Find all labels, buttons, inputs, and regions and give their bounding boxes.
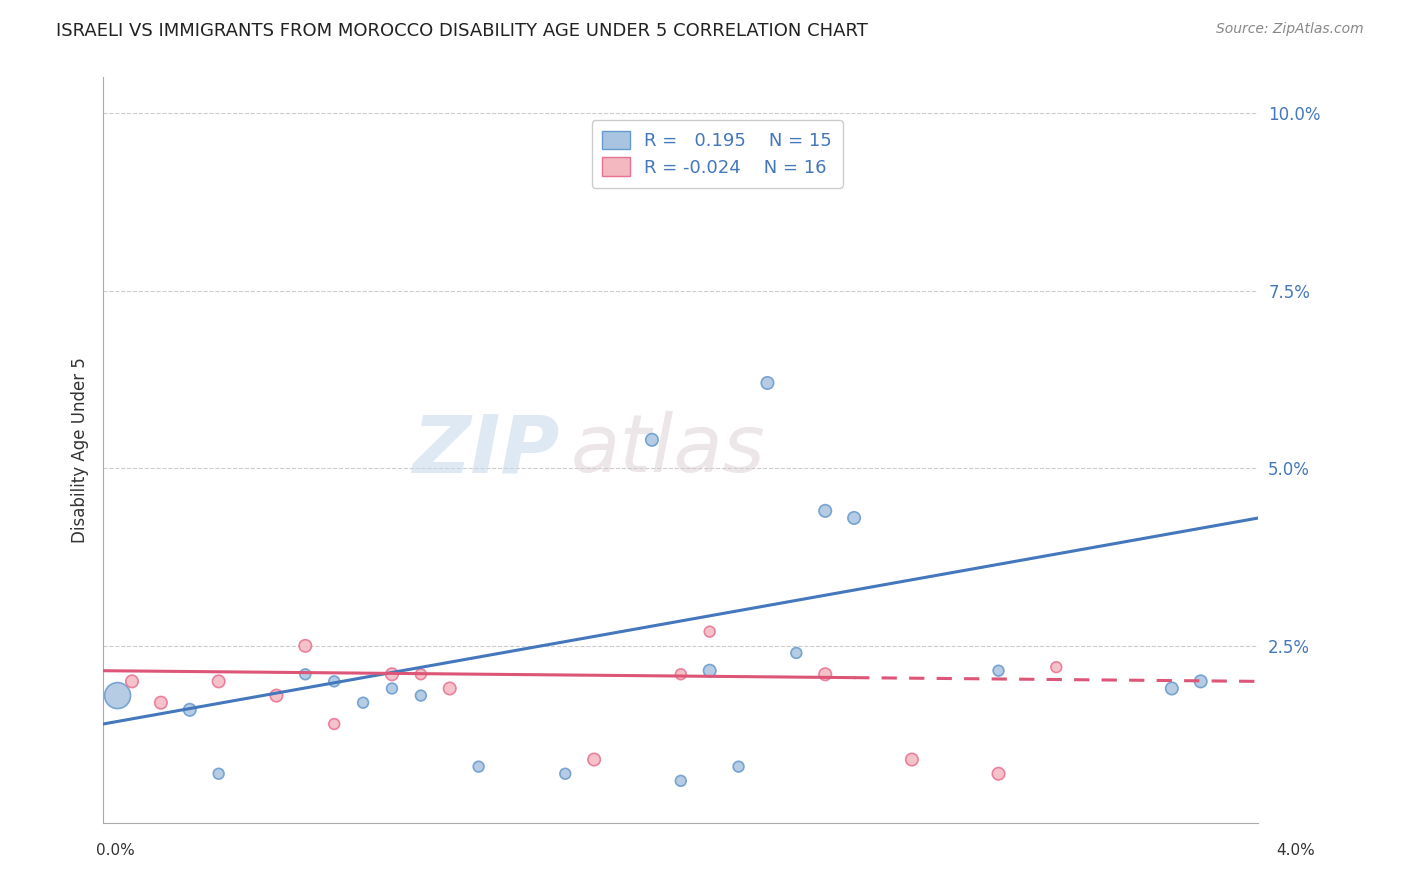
Point [323,674,346,689]
Text: atlas: atlas [571,411,766,490]
Point [1045,660,1067,674]
Point [1160,681,1182,696]
Point [669,667,692,681]
Point [641,433,664,447]
Point [901,752,924,766]
Point [352,696,374,710]
Point [1189,674,1212,689]
Point [699,664,721,678]
Point [785,646,807,660]
Point [987,664,1010,678]
Text: 4.0%: 4.0% [1275,843,1315,858]
Point [179,703,201,717]
Point [699,624,721,639]
Point [149,696,172,710]
Text: Source: ZipAtlas.com: Source: ZipAtlas.com [1216,22,1364,37]
Text: ISRAELI VS IMMIGRANTS FROM MOROCCO DISABILITY AGE UNDER 5 CORRELATION CHART: ISRAELI VS IMMIGRANTS FROM MOROCCO DISAB… [56,22,868,40]
Point [814,667,837,681]
Point [381,681,404,696]
Text: ZIP: ZIP [412,411,560,490]
Point [266,689,288,703]
Text: 0.0%: 0.0% [96,843,135,858]
Point [294,667,316,681]
Point [727,759,749,773]
Point [208,674,231,689]
Point [814,504,837,518]
Point [208,766,231,780]
Point [756,376,779,390]
Point [987,766,1010,780]
Legend: R =   0.195    N = 15, R = -0.024    N = 16: R = 0.195 N = 15, R = -0.024 N = 16 [592,120,842,187]
Point [669,773,692,788]
Point [467,759,489,773]
Point [409,689,432,703]
Point [409,667,432,681]
Point [583,752,606,766]
Point [121,674,143,689]
Point [381,667,404,681]
Y-axis label: Disability Age Under 5: Disability Age Under 5 [72,358,89,543]
Point [842,511,865,525]
Point [554,766,576,780]
Point [323,717,346,731]
Point [107,689,129,703]
Point [294,639,316,653]
Point [439,681,461,696]
